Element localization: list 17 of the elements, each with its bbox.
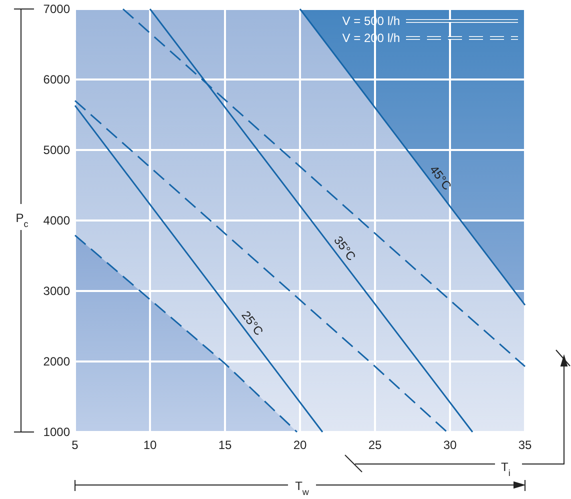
- x-tick-label: 5: [72, 438, 79, 452]
- x-tick-label: 20: [293, 438, 307, 452]
- y-axis-title: P$_{c}$: [16, 211, 29, 229]
- y-tick-label: 7000: [43, 2, 70, 16]
- y-tick-label: 5000: [43, 143, 70, 157]
- x-tick-label: 10: [143, 438, 157, 452]
- x-axis-title: T$_{w}$: [295, 479, 310, 497]
- x-tick-label: 15: [218, 438, 232, 452]
- y-tick-label: 6000: [43, 72, 70, 86]
- x-tick-label: 25: [368, 438, 382, 452]
- y-tick-label: 4000: [43, 214, 70, 228]
- y-tick-label: 3000: [43, 284, 70, 298]
- text: T$_{i}$: [501, 460, 510, 478]
- y-tick-label: 2000: [43, 354, 70, 368]
- y-tick-label: 1000: [43, 425, 70, 439]
- x-tick-label: 35: [518, 438, 532, 452]
- x-tick-label: 30: [443, 438, 457, 452]
